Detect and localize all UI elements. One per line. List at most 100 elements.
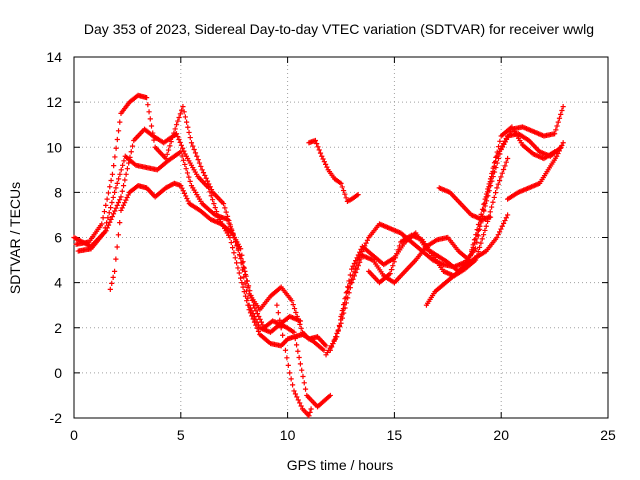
data-point [345, 284, 351, 290]
data-point [110, 274, 116, 280]
data-point [554, 153, 560, 159]
data-point [148, 123, 155, 129]
data-point [112, 208, 118, 214]
data-point [109, 214, 115, 220]
data-point [350, 276, 356, 282]
data-point [387, 271, 393, 277]
data-point [191, 146, 197, 153]
data-point [101, 208, 108, 215]
data-point [552, 149, 558, 155]
data-point [199, 167, 205, 173]
data-point [242, 271, 249, 278]
data-point [165, 147, 172, 153]
data-point [343, 290, 349, 296]
data-point [203, 175, 209, 181]
data-point [207, 184, 213, 190]
data-point [490, 165, 496, 171]
series-track-5 [274, 302, 314, 419]
data-point [168, 139, 174, 145]
data-point [255, 322, 262, 328]
series-track-9 [338, 124, 558, 320]
data-point [185, 124, 191, 130]
data-point [278, 325, 284, 331]
data-point [331, 337, 337, 343]
data-point [228, 239, 234, 246]
data-point [321, 347, 327, 353]
y-tick-label: 8 [54, 184, 62, 200]
data-point [146, 109, 152, 115]
data-point [115, 199, 122, 206]
data-point [558, 111, 564, 117]
data-point [239, 252, 245, 258]
data-point [222, 205, 228, 211]
data-point [388, 267, 395, 273]
data-point [471, 237, 478, 243]
data-point [243, 288, 250, 294]
data-point [560, 140, 566, 146]
y-tick-label: 10 [46, 139, 62, 155]
data-point [117, 171, 123, 177]
data-point [175, 118, 181, 124]
data-point [494, 234, 500, 241]
data-point [346, 278, 352, 284]
data-point [292, 391, 299, 397]
series-track-8 [327, 104, 566, 353]
data-point [240, 284, 246, 290]
data-point [480, 232, 487, 238]
data-point [553, 127, 559, 133]
data-point [315, 144, 321, 150]
data-point [339, 184, 345, 190]
data-point [114, 136, 120, 143]
data-point [106, 210, 112, 216]
data-point [113, 185, 119, 191]
data-point [298, 403, 304, 409]
data-point [354, 266, 360, 272]
data-point [291, 329, 297, 335]
data-point [482, 196, 488, 202]
data-point [177, 111, 183, 117]
data-point [330, 340, 336, 347]
data-point [238, 275, 244, 281]
data-point [164, 151, 170, 157]
data-point [122, 177, 128, 183]
data-point [187, 178, 193, 184]
data-point [554, 123, 560, 129]
data-point [490, 173, 496, 180]
data-point [113, 256, 119, 262]
data-point [319, 153, 325, 159]
series-track-7 [323, 131, 564, 358]
data-point [485, 186, 491, 192]
data-point [244, 278, 250, 284]
data-point [555, 150, 561, 157]
data-point [223, 209, 229, 215]
data-point [287, 370, 293, 376]
data-point [475, 233, 481, 239]
series-track-4 [107, 180, 329, 349]
data-point [337, 324, 343, 330]
data-point [341, 302, 347, 308]
data-point [501, 166, 507, 173]
data-point [497, 151, 503, 157]
data-point [291, 388, 297, 394]
series-track-13 [505, 140, 566, 202]
data-point [479, 206, 486, 212]
data-point [555, 119, 561, 125]
data-point [115, 176, 122, 182]
series-track-2 [73, 92, 333, 410]
data-point [338, 320, 344, 326]
data-point [101, 230, 107, 236]
data-point [300, 373, 306, 380]
data-point [181, 148, 187, 154]
data-point [314, 141, 320, 147]
data-point [107, 286, 113, 292]
data-point [109, 171, 116, 177]
data-point [482, 227, 488, 234]
data-point [476, 244, 483, 250]
data-point [128, 149, 134, 155]
data-point [340, 187, 347, 194]
data-point [491, 169, 498, 175]
data-point [505, 212, 511, 218]
data-point [274, 302, 280, 308]
data-point [241, 265, 247, 271]
data-point [251, 313, 258, 320]
